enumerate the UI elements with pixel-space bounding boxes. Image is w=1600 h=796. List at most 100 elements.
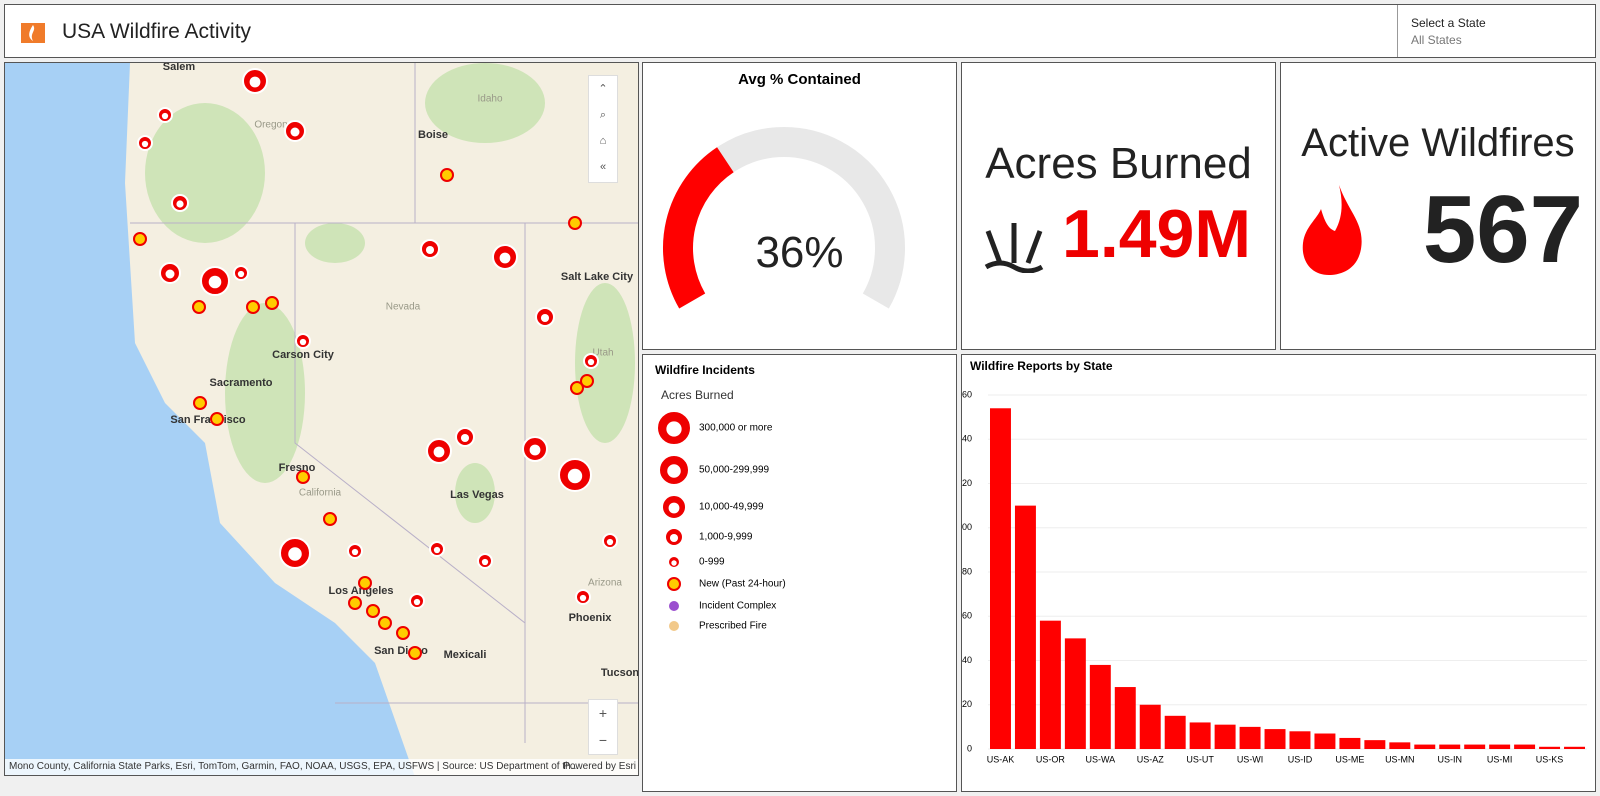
fire-core — [425, 245, 435, 255]
new-fire-marker — [323, 512, 337, 526]
new-fire-marker — [192, 300, 206, 314]
new-fire-marker — [348, 596, 362, 610]
bar — [1364, 740, 1386, 749]
state-selector[interactable]: All States — [1411, 33, 1462, 47]
bar — [1289, 731, 1311, 749]
legend-label: Prescribed Fire — [699, 621, 767, 632]
y-tick-label: 100 — [962, 522, 972, 532]
new-fire-marker — [568, 216, 582, 230]
powered-by: Powered by Esri — [563, 761, 636, 772]
fire-core — [606, 538, 614, 546]
city-label: Salt Lake City — [561, 271, 634, 283]
x-tick-label: US-WI — [1237, 754, 1264, 764]
plant-icon — [984, 223, 1044, 273]
bar — [1264, 729, 1286, 749]
city-label: Salem — [163, 63, 196, 73]
new-fire-marker — [246, 300, 260, 314]
bar — [1039, 620, 1061, 749]
fire-core — [460, 433, 470, 443]
new-fire-marker — [366, 604, 380, 618]
y-tick-label: 160 — [962, 389, 972, 399]
city-label: Sacramento — [210, 377, 273, 389]
new-fire-marker — [408, 646, 422, 660]
bar — [1389, 742, 1411, 749]
new-fire-marker — [296, 470, 310, 484]
x-tick-label: US-UT — [1186, 754, 1214, 764]
map-toolbar: ⌃ ⌕ ⌂ « — [588, 75, 618, 183]
fire-core — [165, 269, 175, 279]
ocean — [5, 63, 415, 775]
bar — [1139, 704, 1161, 749]
y-tick-label: 120 — [962, 478, 972, 488]
zoom-in[interactable]: + — [598, 705, 608, 721]
fire-core — [587, 358, 595, 366]
map: Salem Boise Idaho Oregon Salt Lake City Nevad… — [5, 63, 639, 775]
chart-panel: Wildfire Reports by State 0 20 40 60 80 100 12… — [961, 354, 1596, 792]
new-fire-marker — [440, 168, 454, 182]
fire-core — [290, 127, 300, 137]
bar — [1014, 505, 1036, 749]
bar — [1514, 744, 1536, 749]
forest — [145, 63, 635, 523]
fire-core — [176, 200, 184, 208]
collapse-button[interactable]: ⌃ — [598, 83, 608, 95]
flame-icon — [1302, 185, 1362, 275]
legend-symbol — [667, 619, 681, 633]
city-label: Nevada — [386, 302, 421, 313]
city-label: California — [299, 488, 342, 499]
fire-core — [351, 548, 359, 556]
city-label: Phoenix — [569, 612, 613, 624]
legend-label: 10,000-49,999 — [699, 502, 764, 513]
new-fire-marker — [193, 396, 207, 410]
legend-symbol — [667, 577, 681, 591]
city-label: Boise — [418, 129, 448, 141]
bar — [989, 408, 1011, 749]
fire-core — [288, 547, 302, 561]
bar — [1439, 744, 1461, 749]
y-tick-label: 80 — [962, 566, 972, 576]
bar — [1414, 744, 1436, 749]
divider — [1397, 5, 1398, 57]
zoom-controls: + − — [588, 699, 618, 755]
fire-core — [579, 594, 587, 602]
fire-core — [499, 252, 511, 264]
legend-symbol — [667, 599, 681, 613]
map-panel: Salem Boise Idaho Oregon Salt Lake City Nevad… — [4, 62, 639, 776]
legend-label: 1,000-9,999 — [699, 532, 753, 543]
gauge-value — [663, 147, 735, 309]
city-label: Tucson — [601, 667, 639, 679]
fire-core — [540, 313, 550, 323]
y-tick-label: 20 — [962, 699, 972, 709]
logo — [21, 23, 45, 43]
new-fire-marker — [580, 374, 594, 388]
bar — [1339, 737, 1361, 749]
home-button[interactable]: ⌂ — [599, 135, 607, 147]
fire-core — [299, 338, 307, 346]
new-fire-marker — [265, 296, 279, 310]
expand-button[interactable]: « — [599, 161, 607, 173]
x-tick-label: US-WA — [1085, 754, 1115, 764]
zoom-out[interactable]: − — [598, 732, 608, 748]
fire-core — [237, 270, 245, 278]
legend-label: New (Past 24-hour) — [699, 579, 786, 590]
new-fire-marker — [570, 381, 584, 395]
x-tick-label: US-IN — [1437, 754, 1462, 764]
legend-symbol-core — [669, 533, 679, 543]
y-tick-label: 0 — [967, 743, 972, 753]
active-value: 567 — [1422, 176, 1583, 283]
active-title: Active Wildfires — [1301, 121, 1575, 165]
fire-core — [567, 468, 583, 484]
fire-core — [433, 546, 441, 554]
legend-label: 0-999 — [699, 557, 725, 568]
legend-symbol-core — [668, 502, 680, 514]
acres-value: 1.49M — [1062, 196, 1251, 272]
fire-core — [161, 112, 169, 120]
new-fire-marker — [378, 616, 392, 630]
gauge-title: Avg % Contained — [738, 71, 861, 88]
fire-core — [141, 140, 149, 148]
search-button[interactable]: ⌕ — [599, 109, 607, 121]
x-tick-label: US-AK — [987, 754, 1015, 764]
new-fire-marker — [396, 626, 410, 640]
city-label: Fresno — [279, 462, 316, 474]
